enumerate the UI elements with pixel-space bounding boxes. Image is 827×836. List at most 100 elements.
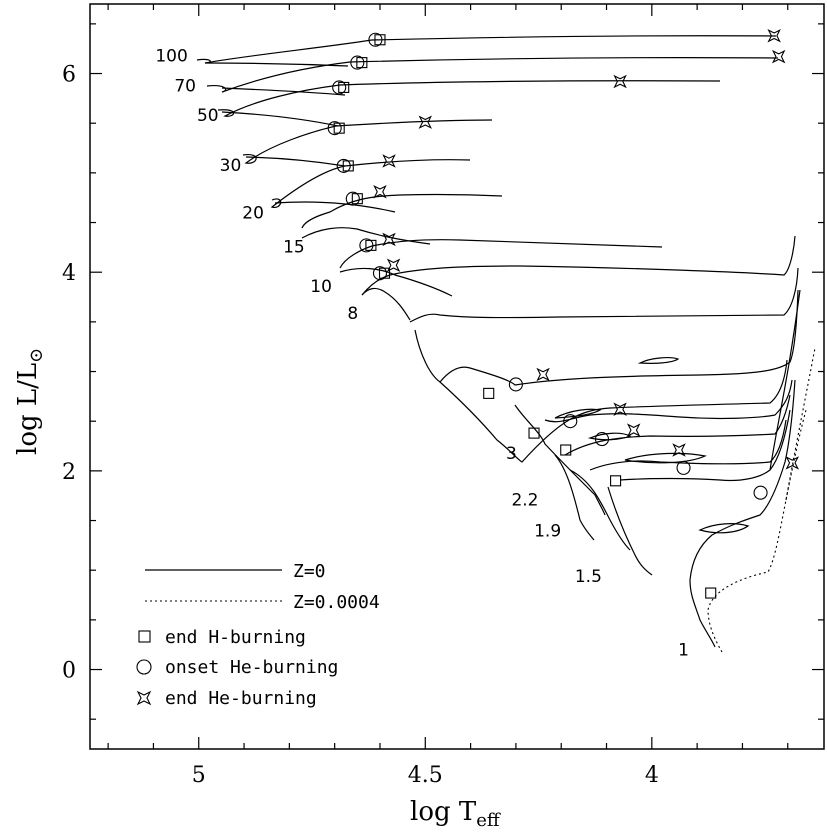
y-axis-label: log L/L⊙ (13, 348, 47, 455)
mass-label: 50 (197, 106, 219, 126)
track-20 (270, 159, 471, 208)
track-70 (206, 57, 779, 93)
end-he-burning-marker (767, 29, 781, 43)
onset-he-burning-marker (594, 432, 610, 447)
end-he-burning-marker (771, 49, 786, 64)
onset-he-burning-marker (563, 414, 578, 429)
loop-1 (637, 357, 680, 364)
track-8-tail (361, 287, 411, 321)
legend-label-z00004: Z=0.0004 (293, 592, 380, 613)
mass-label: 8 (347, 304, 358, 324)
legend-label-z0: Z=0 (293, 561, 326, 582)
end-he-burning-marker (626, 423, 641, 437)
end-he-burning-marker (386, 258, 401, 272)
end-he-burning-marker (613, 402, 627, 417)
onset-he-burning-marker (336, 158, 351, 173)
x-tick-label: 5 (192, 763, 206, 788)
end-h-burning-marker (333, 122, 345, 134)
onset-he-burning-marker (372, 266, 388, 281)
onset-he-burning-marker (350, 55, 365, 70)
plot-frame (89, 3, 825, 750)
track-50 (217, 80, 721, 117)
legend-star-icon (136, 690, 152, 706)
track-1.2-branch (569, 469, 631, 551)
phase-markers (327, 29, 800, 599)
onset-he-burning-marker (359, 238, 374, 253)
end-h-burning-marker (351, 193, 363, 205)
end-h-burning-marker (356, 57, 368, 69)
mass-label: 30 (220, 156, 242, 176)
y-tick-label: 4 (62, 261, 76, 286)
legend-circle-icon (136, 659, 152, 675)
onset-he-burning-marker (676, 460, 691, 475)
end-he-burning-marker (373, 185, 387, 199)
mass-label: 3 (506, 444, 517, 464)
onset-he-burning-marker (345, 191, 360, 206)
track-20-tail (274, 201, 396, 213)
legend-label-end-h: end H-burning (165, 627, 306, 648)
track-8 (361, 235, 796, 296)
end-he-burning-marker (382, 232, 396, 247)
track-3 (409, 267, 799, 323)
legend-square-icon (138, 630, 151, 643)
loop-3 (587, 432, 632, 441)
tick-labels: 5 4.5 4 0 2 4 6 (62, 63, 659, 788)
end-he-burning-marker (672, 443, 686, 457)
mass-label: 1 (678, 641, 689, 661)
end-he-burning-marker (382, 154, 396, 168)
track-70-tail (221, 87, 346, 96)
mass-label: 20 (242, 204, 264, 224)
end-h-burning-marker (610, 475, 622, 487)
y-tick-label: 0 (62, 659, 76, 684)
end-h-burning-marker (483, 387, 495, 399)
loop-2 (554, 408, 602, 419)
evolutionary-tracks (196, 35, 816, 653)
onset-he-burning-marker (332, 80, 347, 95)
end-he-burning-marker (536, 367, 550, 382)
axis-ticks (90, 4, 824, 749)
track-1-dotted (707, 347, 816, 653)
end-he-burning-marker (418, 115, 433, 129)
x-tick-label: 4.5 (408, 763, 443, 788)
onset-he-burning-marker (753, 485, 768, 500)
mass-label: 1.5 (575, 567, 602, 587)
mass-label: 70 (174, 76, 196, 96)
end-h-burning-marker (560, 444, 572, 456)
end-h-burning-marker (705, 587, 717, 599)
mass-label: 1.9 (534, 521, 561, 541)
track-10-tail (339, 267, 453, 297)
legend-label-onset-he: onset He-burning (165, 657, 338, 678)
onset-he-burning-marker (508, 377, 523, 392)
end-h-burning-marker (338, 81, 350, 93)
track-2.2 (439, 359, 788, 463)
mass-label: 100 (155, 47, 187, 67)
x-axis-label: log Teff (410, 797, 501, 831)
onset-he-burning-marker (327, 121, 342, 136)
track-1.5-branch (554, 454, 595, 541)
track-30 (242, 119, 493, 164)
track-1.1-branch (607, 486, 653, 576)
track-1.0-low (619, 409, 791, 482)
mass-label: 15 (283, 237, 305, 257)
end-he-burning-marker (613, 74, 627, 89)
track-1 (689, 379, 796, 648)
track-10 (339, 239, 663, 269)
track-3-mainseq (414, 289, 799, 386)
y-tick-label: 6 (62, 63, 76, 88)
track-1.1 (589, 419, 787, 471)
loop-5 (698, 523, 750, 534)
onset-he-burning-marker (368, 32, 383, 47)
loop-4 (624, 452, 707, 464)
mass-label: 2.2 (511, 491, 538, 511)
legend-label-end-he: end He-burning (165, 688, 317, 709)
end-h-burning-marker (528, 427, 540, 439)
track-1.0-upper-giant (769, 289, 801, 471)
track-100-tail (204, 62, 349, 67)
track-50-tail (221, 111, 339, 127)
x-tick-label: 4 (645, 763, 659, 788)
mass-label: 10 (310, 277, 332, 297)
y-tick-label: 2 (62, 460, 76, 485)
legend: Z=0 Z=0.0004 end H-burning onset He-burn… (136, 561, 380, 709)
